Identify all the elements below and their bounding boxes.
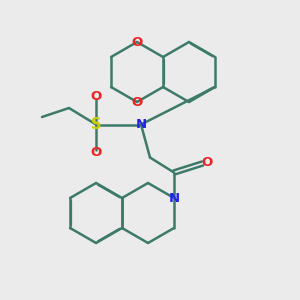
Text: N: N [135, 118, 147, 131]
Text: S: S [91, 117, 101, 132]
Text: O: O [90, 89, 102, 103]
Text: O: O [131, 95, 143, 109]
Text: O: O [201, 155, 213, 169]
Text: N: N [168, 191, 180, 205]
Text: O: O [131, 35, 143, 49]
Text: O: O [90, 146, 102, 160]
